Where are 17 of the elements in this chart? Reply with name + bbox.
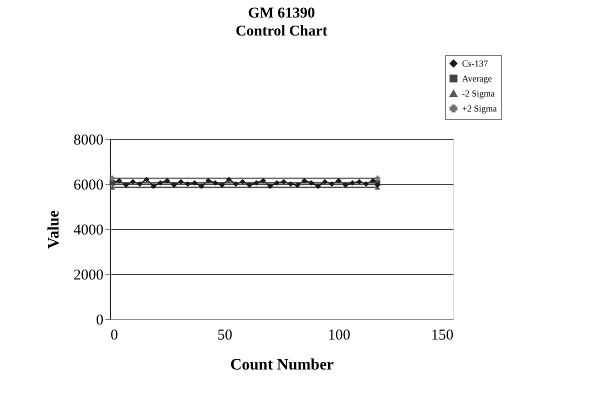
legend-label: Cs-137 (462, 58, 488, 68)
x-tick-label: 100 (328, 328, 350, 344)
chart-title: GM 61390 (248, 6, 316, 22)
y-axis-title: Value (46, 210, 62, 249)
y-tick-label: 2000 (74, 268, 104, 284)
legend-label: Average (462, 74, 492, 84)
y-tick-label: 0 (96, 312, 104, 328)
x-tick-label: 50 (217, 328, 232, 344)
y-tick-label: 6000 (74, 178, 104, 194)
x-tick-label: 150 (431, 328, 454, 344)
y-tick-label: 4000 (74, 222, 104, 238)
x-tick-label: 0 (110, 328, 118, 344)
chart-subtitle: Control Chart (236, 24, 328, 40)
y-tick-label: 8000 (74, 132, 104, 148)
legend-label: +2 Sigma (462, 104, 497, 114)
x-axis-title: Count Number (230, 356, 334, 374)
legend-label: -2 Sigma (462, 88, 495, 98)
